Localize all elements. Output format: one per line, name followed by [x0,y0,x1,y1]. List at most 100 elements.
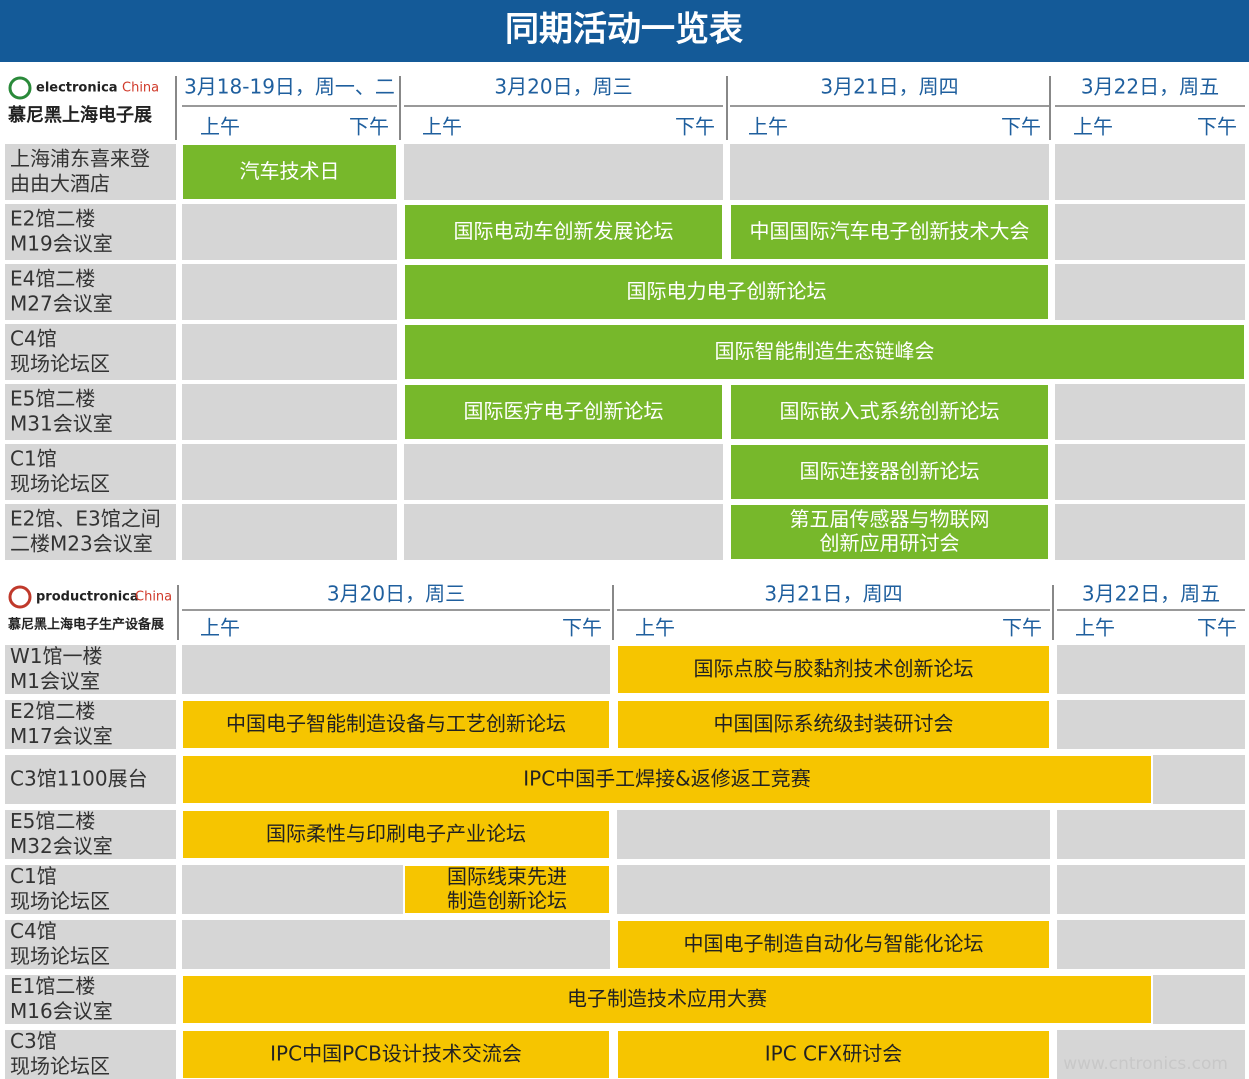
day-label: 3月22日，周五 [1082,582,1220,606]
location-cell [5,810,176,859]
location-line: C1馆 [10,864,57,888]
event-cell [729,203,1050,261]
event-cell [403,383,724,441]
event-line: 国际连接器创新论坛 [800,459,980,483]
location-line: C4馆 [10,326,57,350]
empty-cell [182,645,610,694]
location-line: E2馆二楼 [10,206,95,230]
location-line: 现场论坛区 [10,1054,110,1078]
empty-cell [404,144,723,200]
location-line: 上海浦东喜来登 [10,146,150,170]
location-cell [5,204,176,260]
event-line: 电子制造技术应用大赛 [567,986,767,1010]
event-line: 汽车技术日 [240,159,340,183]
day-label: 3月20日，周三 [494,75,632,99]
location-cell [5,144,176,200]
pm-label: 下午 [1197,115,1237,139]
event-line: 制造创新论坛 [447,888,567,912]
empty-cell [404,444,723,500]
location: E5馆二楼 M32会议室 [10,809,113,858]
location-line: M1会议室 [10,669,100,693]
am-label: 上午 [200,115,240,139]
location-line: E5馆二楼 [10,809,95,833]
event-cell [403,263,1050,321]
pm-label: 下午 [1001,115,1041,139]
location-line: C1馆 [10,446,57,470]
location-line: C3馆 [10,1029,57,1053]
event-cell [729,443,1050,501]
brand: electronica [36,81,118,96]
event: 国际嵌入式系统创新论坛 [780,399,1000,423]
event: 中国国际系统级封装研讨会 [714,711,954,735]
event: IPC CFX研讨会 [765,1041,902,1065]
event-cell [403,864,611,915]
empty-cell [182,204,397,260]
location-line: E1馆二楼 [10,974,95,998]
location: 上海浦东喜来登由由大酒店 [10,146,150,195]
pm-label: 下午 [1197,616,1237,640]
event: 国际点胶与胶黏剂技术创新论坛 [694,656,974,680]
location: E1馆二楼 M16会议室 [10,974,113,1023]
event: IPC中国手工焊接&返修返工竞赛 [523,766,811,790]
location-line: M31会议室 [10,411,113,435]
empty-cell [1055,444,1245,500]
location-line: M16会议室 [10,999,113,1023]
event-line: 中国国际系统级封装研讨会 [714,711,954,735]
event-cell [729,503,1050,561]
empty-cell [1055,504,1245,560]
location: C4馆现场论坛区 [10,326,110,375]
empty-cell [182,324,397,380]
location-line: 现场论坛区 [10,944,110,968]
event-line: IPC中国PCB设计技术交流会 [270,1041,522,1065]
event-line: 国际柔性与印刷电子产业论坛 [266,821,526,845]
brand-cn: 慕尼黑上海电子展 [8,104,153,126]
empty-cell [1055,384,1245,440]
day-label: 3月18-19日，周一、二 [184,75,395,99]
event-cell [181,699,611,750]
empty-cell [730,144,1049,200]
location-line: E5馆二楼 [10,386,95,410]
location: C3馆现场论坛区 [10,1029,110,1078]
location-cell [5,1030,176,1079]
event-line: IPC CFX研讨会 [765,1041,902,1065]
empty-cell [404,504,723,560]
event-cell [181,143,398,201]
brand: productronica [36,590,139,605]
location-cell [5,264,176,320]
empty-cell [182,920,610,969]
title-bar [0,0,1249,62]
am-label: 上午 [200,616,240,640]
empty-cell [1057,1030,1245,1079]
event-cell [181,754,1153,805]
location: E2馆二楼 M17会议室 [10,699,113,748]
event: 国际医疗电子创新论坛 [464,399,664,423]
location-line: C3馆1100展台 [10,766,148,790]
location: W1馆一楼 M1会议室 [10,644,103,693]
event-cell [181,974,1153,1025]
event-line: 中国电子制造自动化与智能化论坛 [684,931,984,955]
empty-cell [617,865,1050,914]
location-cell [5,444,176,500]
empty-cell [1055,204,1245,260]
location: E2馆、E3馆之间二楼M23会议室 [10,506,161,555]
location-line: 现场论坛区 [10,351,110,375]
event: 国际柔性与印刷电子产业论坛 [266,821,526,845]
am-label: 上午 [1073,115,1113,139]
event-cell [616,1029,1051,1079]
event: 国际电力电子创新论坛 [627,279,827,303]
location-cell [5,504,176,560]
event-line: IPC中国手工焊接&返修返工竞赛 [523,766,811,790]
event-line: 第五届传感器与物联网 [790,507,990,531]
brand-suffix: China [122,81,159,96]
location-cell [5,324,176,380]
event-cell [616,644,1051,695]
location-line: 二楼M23会议室 [10,531,153,555]
location: E5馆二楼 M31会议室 [10,386,113,435]
location: C3馆1100展台 [10,766,148,790]
event: 国际连接器创新论坛 [800,459,980,483]
event-line: 中国国际汽车电子创新技术大会 [750,219,1030,243]
location-line: M27会议室 [10,291,113,315]
location-line: M17会议室 [10,724,113,748]
event-cell [181,809,611,860]
location: C1馆现场论坛区 [10,446,110,495]
